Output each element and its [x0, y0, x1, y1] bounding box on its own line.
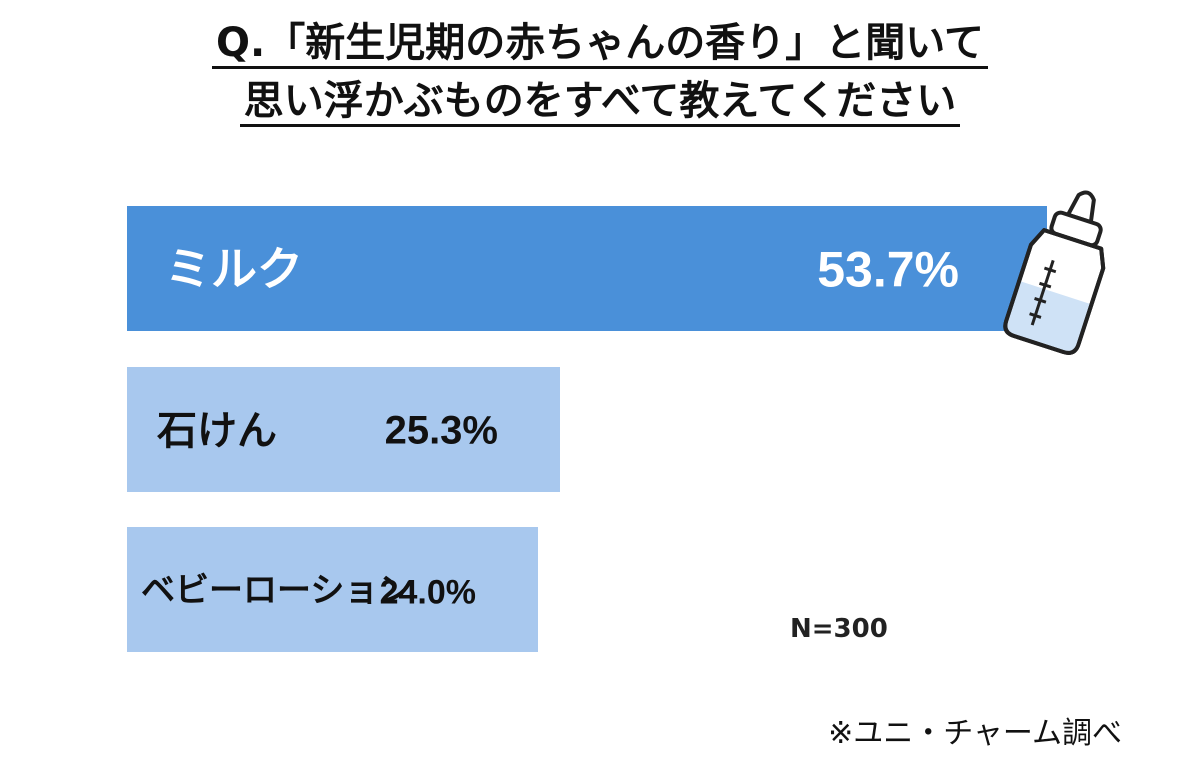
baby-bottle-icon: [1003, 190, 1106, 355]
sample-size-label: N=300: [790, 614, 888, 644]
category-label-3: ベビーローション: [141, 571, 412, 611]
source-note: ※ユニ・チャーム調べ: [828, 716, 1122, 751]
bar-1: [127, 206, 1047, 331]
category-label-2: 石けん: [157, 408, 277, 454]
category-label-1: ミルク: [165, 242, 303, 296]
bar-2: [127, 367, 560, 492]
title-line-2: 思い浮かぶものをすべて教えてください: [239, 78, 961, 127]
bar-3: [127, 527, 538, 652]
chart-title: Q.「新生児期の赤ちゃんの香り」と聞いて 思い浮かぶものをすべて教えてください: [0, 14, 1200, 130]
value-label-1: 53.7%: [817, 242, 959, 298]
value-label-3: 24.0%: [380, 574, 476, 612]
value-label-2: 25.3%: [385, 409, 498, 453]
title-line-1: Q.「新生児期の赤ちゃんの香り」と聞いて: [212, 20, 988, 69]
